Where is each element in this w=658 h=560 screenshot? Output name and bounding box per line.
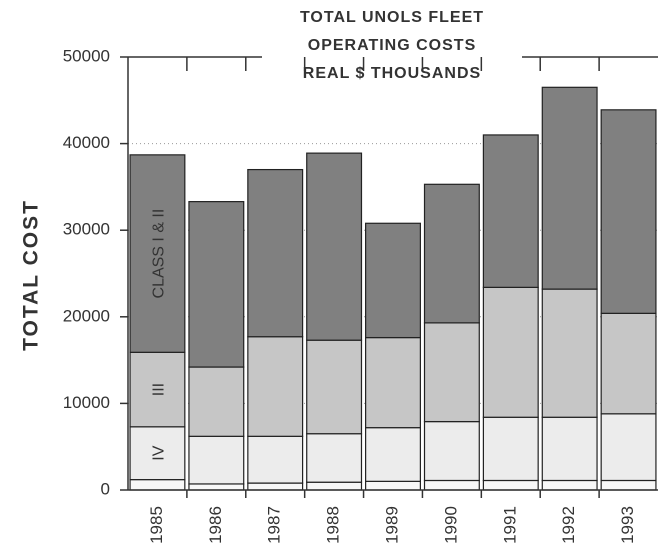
bar-segment bbox=[365, 336, 421, 429]
bar-segment bbox=[423, 322, 480, 423]
chart-title: REAL $ THOUSANDS bbox=[303, 65, 481, 82]
bar-segment bbox=[306, 433, 363, 483]
x-tick-label: 1989 bbox=[382, 506, 401, 544]
bar-segment bbox=[188, 201, 245, 368]
x-tick-label: 1993 bbox=[618, 506, 637, 544]
bar-segment bbox=[482, 134, 539, 288]
y-tick-label: 20000 bbox=[63, 306, 110, 325]
bar-segment bbox=[600, 109, 657, 314]
bar-segment bbox=[423, 420, 480, 482]
bar-segment bbox=[482, 286, 539, 418]
bar-segment bbox=[306, 481, 363, 491]
bar-segment bbox=[247, 336, 304, 437]
y-tick-label: 10000 bbox=[63, 393, 110, 412]
y-tick-label: 50000 bbox=[63, 46, 110, 65]
bar-segment bbox=[600, 413, 657, 482]
chart-title: OPERATING COSTS bbox=[308, 37, 477, 54]
bar-segment bbox=[541, 479, 598, 491]
x-tick-label: 1990 bbox=[441, 506, 460, 544]
bar-segment bbox=[365, 480, 421, 491]
bar-segment bbox=[600, 312, 657, 415]
y-tick-label: 0 bbox=[101, 479, 110, 498]
bar-segment bbox=[188, 435, 245, 485]
x-tick-label: 1992 bbox=[559, 506, 578, 544]
segment-label: III bbox=[151, 383, 168, 396]
bar-segment bbox=[541, 416, 598, 482]
segment-label: IV bbox=[151, 445, 168, 460]
bar-segment bbox=[129, 479, 186, 491]
chart-title: TOTAL UNOLS FLEET bbox=[300, 9, 484, 26]
segment-label: CLASS I & II bbox=[151, 209, 168, 299]
y-tick-label: 40000 bbox=[63, 133, 110, 152]
bar-segment bbox=[306, 152, 363, 341]
bar-segment bbox=[423, 183, 480, 324]
bar-segment bbox=[423, 479, 480, 491]
bar-segment bbox=[129, 154, 186, 353]
bar-segment bbox=[188, 483, 245, 491]
y-axis-label: TOTAL COST bbox=[20, 199, 43, 351]
x-tick-label: 1985 bbox=[147, 506, 166, 544]
bar-segment bbox=[365, 222, 421, 339]
bar-segment bbox=[188, 366, 245, 437]
bar-segment bbox=[306, 339, 363, 435]
bar-segment bbox=[541, 86, 598, 290]
bar-segment bbox=[600, 479, 657, 491]
y-tick-label: 30000 bbox=[63, 220, 110, 239]
bar-segment bbox=[365, 427, 421, 482]
x-tick-label: 1987 bbox=[265, 506, 284, 544]
bar-segment bbox=[482, 479, 539, 491]
bar-segment bbox=[247, 168, 304, 338]
bar-segment bbox=[482, 416, 539, 482]
x-tick-label: 1991 bbox=[500, 506, 519, 544]
x-tick-label: 1986 bbox=[206, 506, 225, 544]
bar-segment bbox=[247, 435, 304, 484]
bar-segment bbox=[247, 482, 304, 491]
bar-segment bbox=[541, 288, 598, 418]
x-tick-label: 1988 bbox=[324, 506, 343, 544]
bar-segment bbox=[129, 351, 186, 428]
